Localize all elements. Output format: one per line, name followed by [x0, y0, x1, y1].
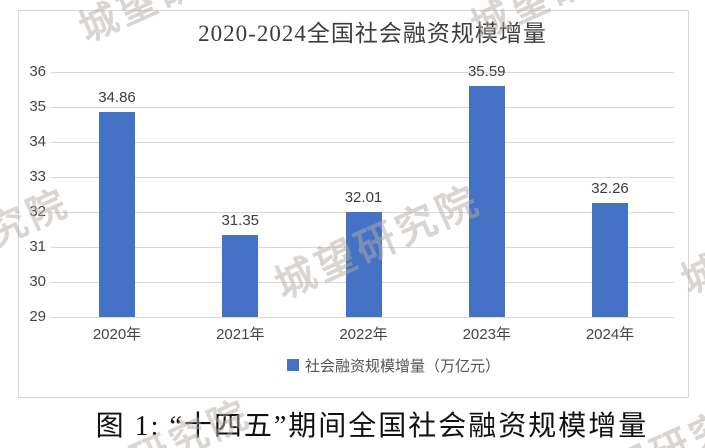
bar-value-label: 32.26 — [591, 179, 629, 197]
y-axis-tick-label: 33 — [29, 168, 46, 185]
figure-caption: 图 1: “十四五”期间全国社会融资规模增量 — [95, 411, 649, 442]
gridline — [51, 107, 674, 108]
x-axis-tick-label: 2023年 — [462, 326, 511, 343]
bar-2023年 — [468, 86, 505, 317]
chart-title: 2020-2024全国社会融资规模增量 — [198, 21, 547, 46]
bar-2024年 — [592, 202, 628, 317]
bar-value-label: 34.86 — [98, 88, 136, 106]
y-axis-tick-label: 36 — [29, 63, 46, 80]
x-axis-tick-label: 2022年 — [339, 326, 388, 343]
y-axis-tick-label: 30 — [29, 273, 46, 290]
bar-2020年 — [99, 111, 135, 317]
x-axis-tick-label: 2021年 — [216, 326, 265, 343]
bar-value-label: 32.01 — [344, 188, 383, 206]
bar-value-label: 35.59 — [467, 63, 506, 81]
x-axis-tick-label: 2020年 — [92, 326, 142, 343]
y-axis-tick-label: 31 — [29, 238, 46, 255]
bar-2022年 — [345, 211, 382, 317]
gridline — [51, 72, 674, 73]
x-axis-tick-label: 2024年 — [585, 326, 635, 343]
gridline — [51, 177, 674, 178]
legend-marker-icon — [287, 359, 299, 371]
y-axis-tick-label: 29 — [29, 308, 46, 325]
bar-2021年 — [222, 234, 259, 317]
chart-legend: 社会融资规模增量（万亿元） — [287, 356, 501, 375]
legend-label: 社会融资规模增量（万亿元） — [305, 357, 501, 375]
bar-value-label: 31.35 — [221, 211, 260, 229]
gridline — [51, 142, 674, 143]
gridline — [51, 317, 674, 318]
y-axis-tick-label: 32 — [29, 203, 46, 220]
y-axis-tick-label: 35 — [29, 98, 46, 115]
y-axis-tick-label: 34 — [29, 133, 46, 150]
